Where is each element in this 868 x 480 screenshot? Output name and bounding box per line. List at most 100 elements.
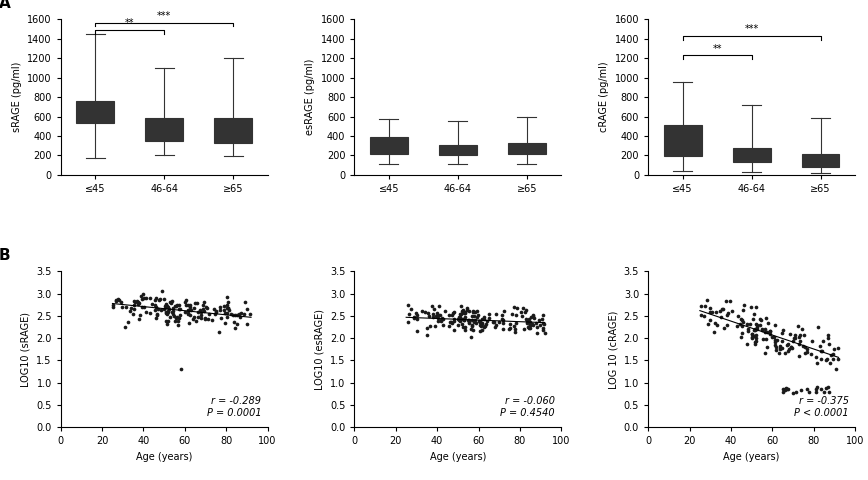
Point <box>767 321 781 328</box>
Point <box>797 331 811 339</box>
Point <box>187 299 201 307</box>
Point <box>462 307 476 315</box>
Point <box>523 318 537 326</box>
Point <box>160 301 174 309</box>
Point <box>407 314 421 322</box>
Point <box>169 302 183 310</box>
Point <box>517 325 531 333</box>
Point <box>515 312 529 319</box>
Point <box>457 316 471 324</box>
Y-axis label: LOG 10 (cRAGE): LOG 10 (cRAGE) <box>608 310 618 388</box>
Point <box>109 297 123 305</box>
Point <box>694 302 708 310</box>
Point <box>765 334 779 341</box>
Point <box>503 324 517 332</box>
Point <box>779 384 792 392</box>
Point <box>181 301 194 309</box>
Point <box>825 351 838 359</box>
Point <box>457 309 471 316</box>
Point <box>406 313 420 321</box>
Point <box>791 322 805 330</box>
Point <box>747 332 761 340</box>
Point <box>455 320 469 328</box>
Point <box>720 321 734 328</box>
Point <box>496 316 510 324</box>
Point <box>166 310 180 317</box>
Point <box>401 301 415 309</box>
Point <box>737 301 751 309</box>
Point <box>167 304 181 312</box>
Point <box>810 384 824 391</box>
Point <box>159 308 173 316</box>
Point <box>456 306 470 314</box>
Point <box>750 320 764 328</box>
Point <box>179 301 193 309</box>
Point <box>207 305 221 313</box>
Point <box>530 329 544 336</box>
Point <box>703 304 717 312</box>
Point <box>213 303 227 311</box>
Point <box>158 302 172 310</box>
Point <box>200 303 214 311</box>
Point <box>793 337 807 345</box>
Point <box>459 304 473 312</box>
Point <box>700 296 713 303</box>
Point <box>173 312 187 319</box>
Point <box>218 309 232 317</box>
Point <box>826 350 840 358</box>
Point <box>802 388 816 396</box>
PathPatch shape <box>733 148 771 162</box>
Point <box>174 365 187 373</box>
Point <box>411 311 424 319</box>
Point <box>758 325 772 333</box>
Point <box>163 313 177 321</box>
Point <box>536 324 549 332</box>
Point <box>178 308 192 316</box>
Point <box>135 295 149 303</box>
Point <box>826 355 840 363</box>
Point <box>447 317 461 325</box>
Point <box>799 385 813 393</box>
Point <box>778 386 792 394</box>
Point <box>190 299 204 307</box>
Point <box>748 326 762 334</box>
Point <box>723 297 737 305</box>
Point <box>523 322 537 329</box>
Point <box>437 321 450 329</box>
Point <box>758 328 772 336</box>
Point <box>119 303 133 311</box>
Point <box>170 313 184 321</box>
Point <box>526 321 540 329</box>
Point <box>442 322 456 330</box>
Point <box>760 319 774 327</box>
PathPatch shape <box>145 118 183 141</box>
Point <box>479 320 493 328</box>
Point <box>779 384 793 392</box>
Point <box>148 314 162 322</box>
Point <box>161 308 174 316</box>
Point <box>202 310 216 318</box>
Point <box>502 325 516 333</box>
Point <box>458 308 472 316</box>
Point <box>155 288 169 295</box>
Point <box>454 302 468 310</box>
Point <box>473 318 487 326</box>
Point <box>445 319 459 326</box>
Point <box>194 309 208 316</box>
Point <box>794 386 808 394</box>
Point <box>507 323 521 330</box>
Point <box>411 327 424 335</box>
Point <box>793 332 807 339</box>
Point <box>503 320 517 328</box>
Point <box>109 296 123 303</box>
PathPatch shape <box>76 101 115 123</box>
Point <box>444 318 458 325</box>
Point <box>234 310 248 317</box>
Point <box>749 335 763 342</box>
Point <box>139 308 153 316</box>
Point <box>789 388 803 396</box>
Point <box>201 304 214 312</box>
Point <box>745 303 759 311</box>
Point <box>776 385 790 393</box>
Point <box>523 315 536 323</box>
